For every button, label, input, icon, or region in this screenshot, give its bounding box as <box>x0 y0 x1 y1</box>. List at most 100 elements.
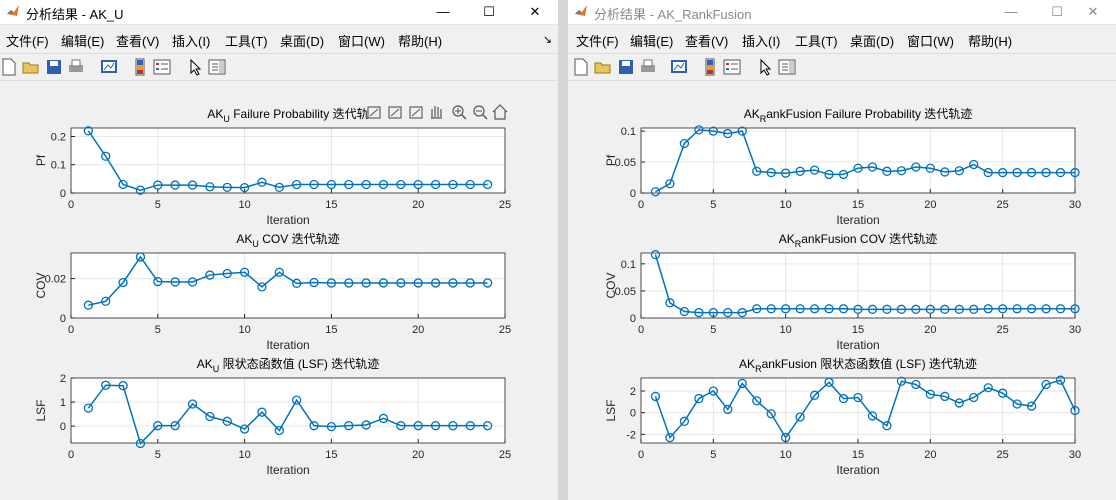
legend-icon[interactable] <box>723 58 741 76</box>
new-figure-icon[interactable] <box>0 58 18 76</box>
menu-desktop[interactable]: 桌面(D) <box>850 34 895 49</box>
x-tick-label: 25 <box>499 324 511 336</box>
data-point <box>482 278 493 288</box>
open-file-icon[interactable] <box>22 58 40 76</box>
pan-icon[interactable] <box>431 106 442 119</box>
y-tick-label: 0.1 <box>621 126 636 138</box>
menu-file[interactable]: 文件(F) <box>576 34 619 49</box>
data-point <box>838 169 849 180</box>
data-point <box>752 396 762 406</box>
data-point <box>396 421 406 431</box>
data-cursor-icon[interactable] <box>388 106 402 119</box>
minimize-button[interactable]: — <box>436 4 450 19</box>
data-point <box>940 167 950 177</box>
data-point <box>1012 304 1022 314</box>
matlab-logo-icon <box>575 5 587 16</box>
data-point <box>679 138 690 149</box>
menu-bar: 文件(F) 编辑(E) 查看(V) 插入(I) 工具(T) 桌面(D) 窗口(W… <box>568 25 1116 53</box>
rotate-icon[interactable] <box>409 106 423 119</box>
data-point <box>222 416 232 426</box>
menu-edit[interactable]: 编辑(E) <box>630 34 674 49</box>
data-point <box>222 182 232 192</box>
x-axis-label: Iteration <box>836 338 879 352</box>
x-tick-label: 5 <box>155 199 161 211</box>
property-inspector-icon[interactable] <box>778 58 796 76</box>
data-point <box>1041 304 1051 314</box>
data-point <box>239 267 250 277</box>
data-point <box>118 277 128 288</box>
close-button[interactable]: ✕ <box>1087 4 1099 19</box>
data-point <box>309 421 319 431</box>
link-plot-icon[interactable] <box>670 58 688 76</box>
dock-arrow-icon[interactable]: ↘ <box>542 34 552 46</box>
data-point <box>824 169 834 180</box>
x-tick-label: 30 <box>1069 324 1081 336</box>
data-point <box>752 304 762 314</box>
y-tick-label: 0 <box>630 313 636 325</box>
close-button[interactable]: ✕ <box>529 4 541 19</box>
zoom-in-icon[interactable] <box>452 105 467 120</box>
select-pointer-icon[interactable] <box>756 58 774 76</box>
x-axis-label: Iteration <box>836 463 879 477</box>
icon-shape <box>388 106 402 119</box>
menu-desktop[interactable]: 桌面(D) <box>280 34 325 49</box>
data-point <box>983 383 993 393</box>
save-icon[interactable] <box>617 58 635 76</box>
select-pointer-icon[interactable] <box>186 58 204 76</box>
x-tick-label: 20 <box>924 449 936 461</box>
legend-icon[interactable] <box>153 58 171 76</box>
colorbar-icon[interactable] <box>131 58 149 76</box>
x-tick-label: 10 <box>238 324 250 336</box>
brush-icon[interactable] <box>367 106 381 119</box>
open-file-icon[interactable] <box>594 58 612 76</box>
x-tick-label: 25 <box>499 199 511 211</box>
chart-5: 0 5 10 15 20 25 30 0 0.05 0.1 Iteration COV AKRankFu… <box>604 232 1081 352</box>
menu-insert[interactable]: 插入(I) <box>172 34 211 49</box>
menu-help[interactable]: 帮助(H) <box>968 34 1013 49</box>
data-point <box>239 182 250 193</box>
data-point <box>867 411 878 421</box>
data-point <box>413 278 423 288</box>
menu-tools[interactable]: 工具(T) <box>225 34 268 49</box>
menu-window[interactable]: 窗口(W) <box>907 34 954 49</box>
colorbar-icon[interactable] <box>701 58 719 76</box>
data-point <box>940 304 950 314</box>
zoom-out-icon[interactable] <box>473 105 488 120</box>
x-tick-label: 15 <box>325 199 337 211</box>
menu-help[interactable]: 帮助(H) <box>398 34 443 49</box>
menu-tools[interactable]: 工具(T) <box>795 34 838 49</box>
data-point <box>257 407 267 417</box>
x-tick-label: 30 <box>1069 199 1081 211</box>
series-line <box>87 130 488 191</box>
chart-title: AKRankFusion Failure Probability 迭代轨迹 <box>744 107 973 124</box>
menu-edit[interactable]: 编辑(E) <box>61 34 105 49</box>
data-point <box>309 277 319 288</box>
menu-window[interactable]: 窗口(W) <box>338 34 385 49</box>
print-icon[interactable] <box>67 58 85 76</box>
data-point <box>882 166 892 176</box>
x-tick-label: 25 <box>997 449 1009 461</box>
data-point <box>665 298 675 308</box>
print-icon[interactable] <box>639 58 657 76</box>
x-axis-label: Iteration <box>836 213 879 227</box>
home-icon[interactable] <box>492 104 508 120</box>
data-point <box>1012 167 1022 178</box>
menu-view[interactable]: 查看(V) <box>116 34 160 49</box>
save-icon[interactable] <box>45 58 63 76</box>
maximize-button[interactable]: ☐ <box>483 4 495 19</box>
data-point <box>679 416 690 426</box>
menu-view[interactable]: 查看(V) <box>685 34 729 49</box>
x-tick-label: 5 <box>155 324 161 336</box>
data-point <box>650 391 661 402</box>
link-plot-icon[interactable] <box>100 58 118 76</box>
new-figure-icon[interactable] <box>572 58 590 76</box>
chart-title: AKRankFusion 限状态函数值 (LSF) 迭代轨迹 <box>739 356 977 374</box>
menu-file[interactable]: 文件(F) <box>6 34 49 49</box>
x-tick-label: 10 <box>238 199 250 211</box>
minimize-button[interactable]: — <box>1004 4 1018 19</box>
property-inspector-icon[interactable] <box>208 58 226 76</box>
y-tick-label: 0 <box>60 188 66 200</box>
title-bar: 分析结果 - AK_U — ☐ ✕ <box>0 0 558 25</box>
menu-insert[interactable]: 插入(I) <box>742 34 781 49</box>
maximize-button[interactable]: ☐ <box>1051 4 1063 19</box>
